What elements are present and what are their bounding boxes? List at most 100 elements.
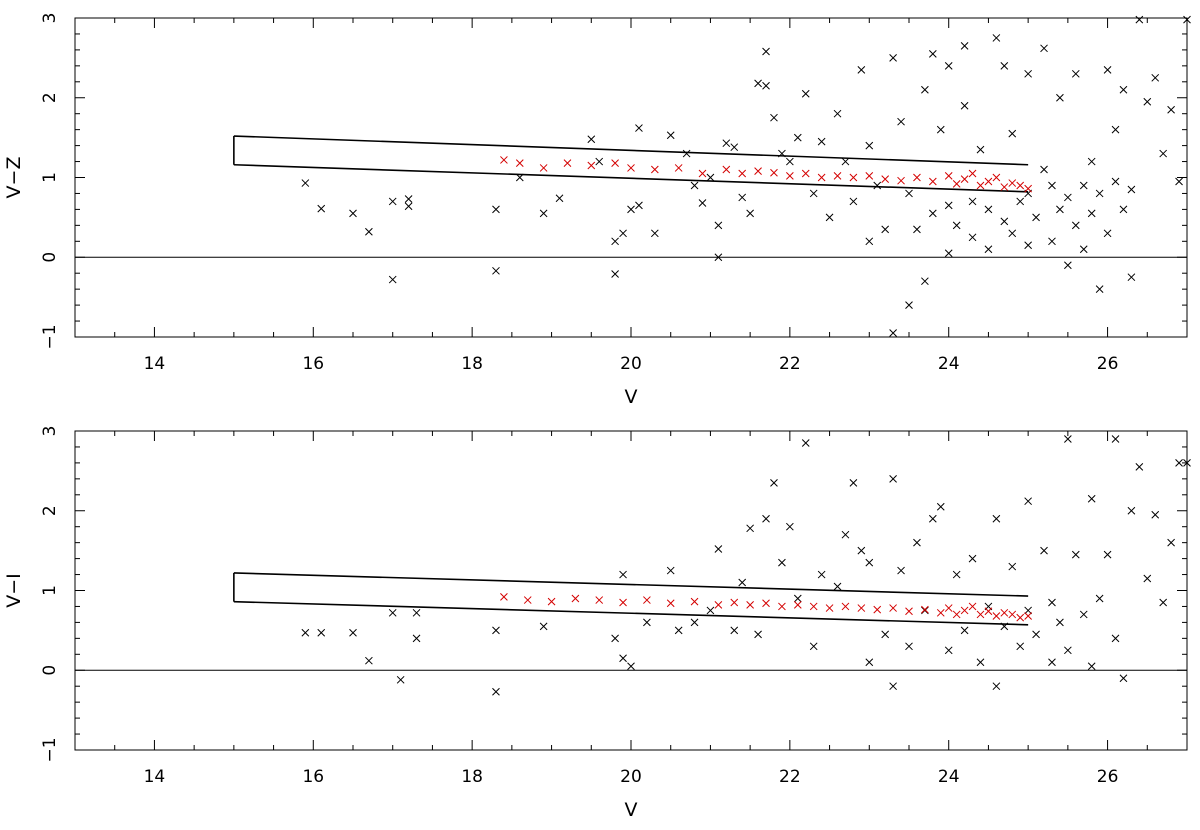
selected-star-point xyxy=(539,164,548,172)
star-point xyxy=(960,101,969,110)
star-point xyxy=(1111,634,1120,643)
y-axis-label: V−Z xyxy=(3,157,25,199)
y-tick-label: 1 xyxy=(40,585,60,596)
star-point xyxy=(762,514,770,523)
x-axis-label: V xyxy=(625,799,638,821)
star-point xyxy=(619,229,627,238)
selected-star-point xyxy=(841,602,850,611)
selected-star-point xyxy=(992,173,1001,182)
star-point xyxy=(1016,197,1025,206)
selected-star-point xyxy=(643,596,651,604)
star-point xyxy=(722,139,731,148)
star-point xyxy=(968,554,977,563)
selected-star-point xyxy=(1000,608,1009,617)
star-point xyxy=(1167,105,1175,114)
selected-star-point xyxy=(674,164,683,172)
selected-star-point xyxy=(587,161,596,170)
star-point xyxy=(627,662,635,671)
star-point xyxy=(793,594,802,603)
x-tick-label: 26 xyxy=(1097,354,1119,374)
star-point xyxy=(317,628,326,637)
star-point xyxy=(595,157,604,166)
selected-star-point xyxy=(666,599,675,608)
star-point xyxy=(905,642,913,651)
star-point xyxy=(1048,237,1056,246)
star-point xyxy=(809,642,818,651)
selected-star-point xyxy=(754,167,762,175)
selected-star-point xyxy=(738,169,747,178)
star-point xyxy=(1079,245,1088,254)
selected-star-point xyxy=(849,173,858,182)
star-point xyxy=(1048,181,1056,190)
star-point xyxy=(1000,61,1009,70)
star-point xyxy=(1111,125,1120,134)
star-point xyxy=(873,181,882,190)
star-point xyxy=(865,141,874,150)
star-point xyxy=(944,646,953,655)
star-point xyxy=(913,538,921,547)
star-point xyxy=(1079,181,1088,190)
star-point xyxy=(762,47,770,56)
star-point xyxy=(1095,594,1104,603)
star-point xyxy=(666,566,675,575)
star-point xyxy=(412,608,421,617)
star-point xyxy=(928,50,937,58)
selected-star-point xyxy=(968,169,977,178)
star-point xyxy=(674,626,683,635)
y-axis-label: V−I xyxy=(3,573,25,608)
star-point xyxy=(1111,177,1120,186)
star-point xyxy=(1032,630,1040,639)
star-point xyxy=(1016,642,1025,651)
selected-star-point xyxy=(778,602,786,611)
selected-star-point xyxy=(1000,183,1009,191)
y-tick-label: 2 xyxy=(40,505,60,516)
star-point xyxy=(730,143,739,152)
star-point xyxy=(515,173,524,182)
star-point xyxy=(1040,165,1048,174)
star-point xyxy=(349,628,357,637)
star-point xyxy=(1095,285,1104,294)
star-point xyxy=(992,34,1001,42)
selected-star-point xyxy=(571,594,580,603)
selected-star-point xyxy=(746,601,754,609)
selected-star-point xyxy=(1008,610,1017,619)
star-point xyxy=(1127,506,1136,515)
star-point xyxy=(952,221,961,230)
star-point xyxy=(635,124,643,132)
star-point xyxy=(889,329,897,337)
star-point xyxy=(921,277,929,286)
star-point xyxy=(857,65,866,74)
star-point xyxy=(301,628,310,637)
selected-star-point xyxy=(563,159,572,167)
star-point xyxy=(865,237,874,246)
star-point xyxy=(1048,598,1056,607)
star-point xyxy=(1056,618,1064,627)
star-point xyxy=(1056,205,1064,214)
selected-star-point xyxy=(857,604,866,612)
star-point xyxy=(1103,550,1112,559)
star-point xyxy=(317,204,326,213)
selected-star-point xyxy=(817,173,826,182)
star-point xyxy=(1064,193,1072,202)
selected-star-point xyxy=(1024,612,1032,620)
star-point xyxy=(301,179,310,187)
selected-star-point xyxy=(730,598,739,607)
selected-star-point xyxy=(515,159,524,167)
star-point xyxy=(849,197,858,206)
star-point xyxy=(1175,459,1183,467)
x-tick-label: 18 xyxy=(461,767,483,787)
selected-star-point xyxy=(714,601,723,609)
star-point xyxy=(404,202,413,211)
selected-star-point xyxy=(944,172,953,180)
panel-v-z: 14 16 18 20 22 24 26 −1 0 1 2 3 V V−Z xyxy=(3,13,1191,408)
star-point xyxy=(1151,510,1160,519)
star-point xyxy=(492,626,500,635)
star-point xyxy=(714,545,723,553)
x-tick-label: 16 xyxy=(302,354,324,374)
selected-star-point xyxy=(547,597,556,606)
star-point xyxy=(746,524,754,533)
star-point xyxy=(349,209,357,218)
star-point xyxy=(801,89,810,98)
star-point xyxy=(539,209,548,218)
